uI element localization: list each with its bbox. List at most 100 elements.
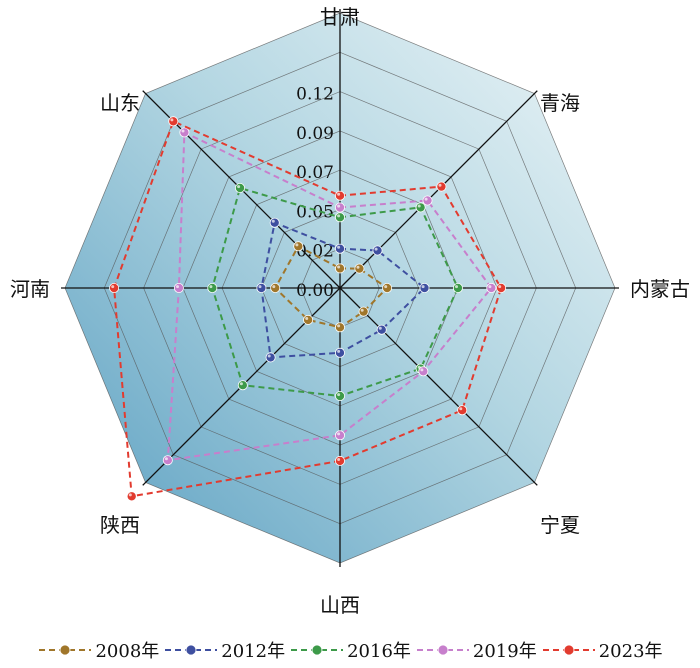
data-point — [486, 282, 497, 293]
data-point-highlight — [455, 285, 458, 289]
legend-label: 2012年 — [221, 641, 286, 662]
data-point — [207, 282, 218, 293]
data-point — [334, 455, 345, 466]
axis-label-5: 陕西 — [100, 513, 140, 537]
data-point-highlight — [271, 219, 275, 223]
data-point-highlight — [111, 285, 115, 289]
data-point-highlight — [337, 458, 341, 461]
data-point — [173, 282, 184, 293]
data-point — [334, 390, 345, 401]
data-point — [354, 263, 365, 274]
data-point-highlight — [337, 265, 341, 269]
data-point — [334, 243, 345, 254]
legend-item: 2023年 — [541, 637, 663, 663]
data-point-highlight — [239, 382, 243, 386]
tick-label: 0.12 — [296, 85, 334, 105]
axis-label-3: 宁夏 — [540, 513, 580, 537]
data-point-highlight — [417, 204, 421, 208]
data-point — [334, 347, 345, 358]
data-point-highlight — [360, 308, 364, 312]
data-point-highlight — [488, 285, 492, 289]
legend-item: 2012年 — [163, 637, 285, 663]
data-point — [265, 352, 276, 363]
data-point-highlight — [258, 285, 262, 289]
tick-label: 0.07 — [296, 163, 334, 183]
data-point — [126, 491, 137, 502]
tick-label: 0.09 — [296, 124, 334, 144]
series-2023年 — [109, 116, 507, 502]
legend-label: 2008年 — [95, 641, 160, 662]
data-point-highlight — [337, 245, 341, 249]
series-line — [166, 130, 493, 462]
data-point — [237, 380, 248, 391]
data-point — [334, 190, 345, 201]
data-point — [179, 127, 190, 138]
data-point-highlight — [267, 354, 271, 358]
axis-label-7: 山东 — [100, 91, 140, 115]
data-point — [419, 282, 430, 293]
data-point — [382, 282, 393, 293]
data-point-highlight — [424, 197, 428, 201]
data-point — [372, 245, 383, 256]
data-point — [415, 202, 426, 213]
data-point-highlight — [337, 393, 341, 397]
data-point-highlight — [164, 457, 168, 461]
data-point-highlight — [337, 349, 341, 353]
data-point-highlight — [237, 185, 241, 189]
radar-chart: 0.000.020.050.070.090.12 甘肃青海内蒙古宁夏山西陕西河南… — [10, 5, 690, 617]
data-point — [256, 282, 267, 293]
data-point-highlight — [337, 214, 341, 218]
data-point-highlight — [337, 432, 341, 436]
data-point — [293, 241, 304, 252]
data-point-highlight — [337, 192, 341, 196]
data-point-highlight — [337, 324, 341, 328]
axis-label-1: 青海 — [540, 91, 580, 115]
series-2012年 — [256, 217, 430, 363]
data-point — [334, 430, 345, 441]
data-point — [270, 282, 281, 293]
axis-label-0: 甘肃 — [320, 5, 360, 29]
data-point — [496, 282, 507, 293]
data-point-highlight — [374, 247, 378, 251]
data-point-highlight — [305, 317, 309, 320]
data-point — [422, 195, 433, 206]
data-point-highlight — [272, 285, 276, 289]
legend-label: 2019年 — [472, 641, 537, 662]
legend-label: 2023年 — [598, 641, 663, 662]
legend-swatch — [165, 644, 218, 656]
axis-label-4: 山西 — [320, 593, 360, 617]
axis-label-6: 河南 — [10, 277, 50, 301]
data-point-highlight — [209, 285, 213, 289]
series-2008年 — [270, 241, 393, 333]
data-point-highlight — [384, 285, 388, 289]
legend-swatch — [416, 644, 469, 656]
data-point-highlight — [128, 493, 132, 497]
legend-swatch — [542, 644, 595, 656]
tick-label: 0.00 — [296, 281, 334, 301]
data-point — [334, 263, 345, 274]
axis-spoke — [339, 287, 538, 486]
data-point — [457, 405, 468, 416]
data-point — [358, 306, 369, 317]
data-point — [334, 202, 345, 213]
data-point — [168, 116, 179, 127]
data-point — [269, 217, 280, 228]
data-point — [334, 322, 345, 333]
data-point-highlight — [295, 243, 299, 247]
data-point-highlight — [459, 407, 463, 411]
series-2016年 — [207, 182, 463, 401]
data-point-highlight — [498, 285, 502, 289]
data-point-highlight — [420, 368, 424, 372]
legend-item: 2016年 — [289, 637, 411, 663]
data-point — [376, 324, 387, 335]
legend-label: 2016年 — [347, 641, 411, 662]
data-point — [303, 314, 314, 325]
data-point-highlight — [421, 285, 425, 289]
data-point-highlight — [356, 265, 360, 269]
data-point — [418, 366, 429, 377]
data-point — [234, 182, 245, 193]
legend-item: 2019年 — [415, 637, 537, 663]
legend-item: 2008年 — [37, 637, 159, 663]
legend: 2008年 2012年 2016年 2019年 2023年 — [0, 632, 700, 668]
data-point — [436, 181, 447, 192]
